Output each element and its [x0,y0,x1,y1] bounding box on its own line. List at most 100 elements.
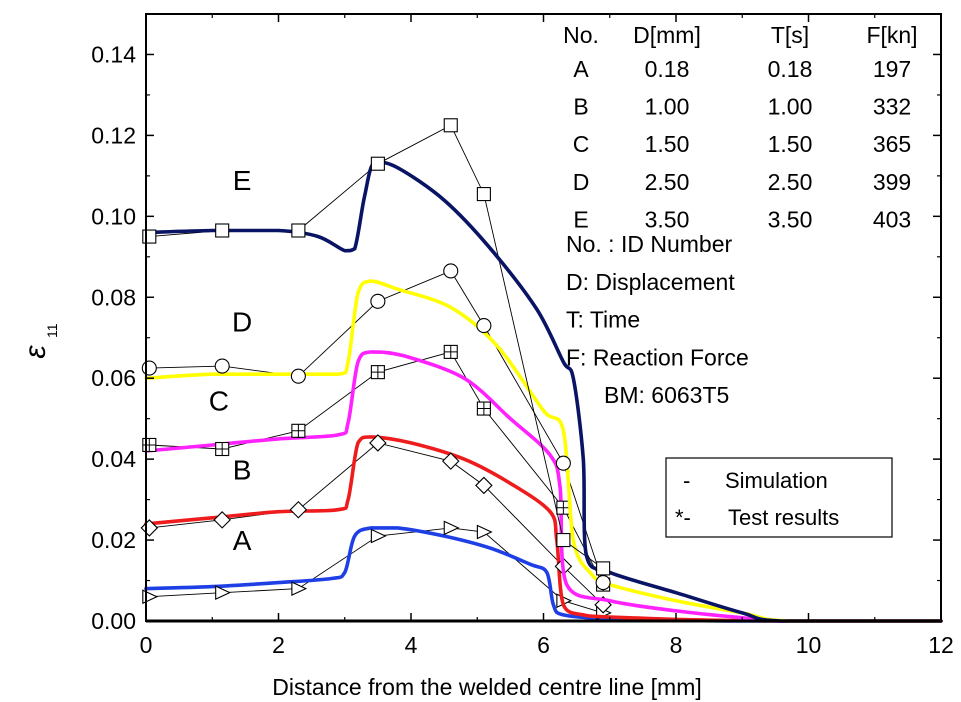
info-header-0: No. [563,22,599,48]
info-row-4-col-0: E [573,206,588,232]
test-point-a-1 [215,585,231,601]
info-row-1-col-3: 332 [873,94,911,120]
test-point-d-3 [370,293,386,309]
test-line-b [149,442,604,606]
info-note-1: D: Displacement [566,269,735,295]
test-point-a-5 [476,524,493,540]
x-tick-label-4: 8 [670,632,683,658]
test-point-c-3-cross [371,365,385,379]
test-point-c-0-cross [142,438,156,452]
axis-layer: 0 2 4 6 8 10 12 0.00 0.02 0.04 0.06 0.08 0.10 0.12 0.1… [91,14,954,658]
test-point-e-2 [291,223,306,238]
info-note-2: T: Time [566,307,640,333]
test-point-a-4 [443,520,460,536]
info-row-3-col-0: D [573,169,590,195]
x-tick-label-2: 4 [405,632,418,658]
info-note-4: BM: 6063T5 [604,382,729,408]
x-tick-label-1: 2 [272,632,285,658]
legend-label-simulation: Simulation [725,468,828,493]
legend-box [665,457,893,538]
info-note-3: F: Reaction Force [566,344,749,370]
test-point-d-7 [595,575,611,591]
x-tick-label-0: 0 [140,632,153,658]
info-header-1: D[mm] [633,22,701,48]
info-row-0-col-1: 0.18 [645,56,690,82]
series-d [141,263,943,623]
test-point-a-0 [142,589,159,605]
test-point-c-4-cross [444,345,458,359]
x-tick-label-5: 10 [796,632,822,658]
test-point-e-0 [142,229,157,244]
test-point-d-1 [214,358,230,374]
y-tick-label-6: 0.12 [91,122,136,148]
test-point-b-3 [369,434,387,452]
test-point-b-1 [213,511,231,529]
y-axis-title-subscript: 11 [44,323,60,338]
curve-label-e: E [233,165,252,196]
info-row-1-col-2: 1.00 [768,94,813,120]
test-line-d [149,270,604,583]
info-row-3-col-1: 2.50 [645,169,690,195]
test-point-e-7 [596,561,611,576]
x-tick-label-6: 12 [928,632,954,658]
curve-label-c: C [209,386,229,417]
series-layer [140,118,943,623]
legend-symbol-test: *- [675,505,691,530]
y-tick-label-3: 0.06 [91,365,136,391]
simulation-curve-e [144,159,943,623]
y-tick-label-7: 0.14 [91,41,136,67]
y-tick-label-1: 0.02 [91,527,136,553]
info-row-4-col-2: 3.50 [768,206,813,232]
info-row-2-col-1: 1.50 [645,131,690,157]
test-point-a-2 [291,581,308,596]
info-row-0-col-2: 0.18 [768,56,813,82]
info-row-2-col-0: C [573,131,590,157]
info-row-0-col-3: 197 [873,56,911,82]
info-header-2: T[s] [771,22,809,48]
y-tick-label-5: 0.10 [91,203,136,229]
test-point-c-6-cross [556,501,570,515]
info-row-4-col-3: 403 [873,206,911,232]
x-tick-label-3: 6 [537,632,550,658]
test-point-d-6 [555,455,571,471]
info-row-1-col-1: 1.00 [645,94,690,120]
simulation-curve-a [144,526,943,623]
test-line-e [149,124,604,569]
test-point-d-2 [290,368,306,384]
y-axis-title-symbol: ε [19,345,52,359]
simulation-curve-c [144,350,943,623]
test-point-a-3 [370,528,387,544]
info-row-2-col-3: 365 [873,131,911,157]
test-point-c-1-cross [215,442,229,456]
info-row-2-col-2: 1.50 [768,131,813,157]
test-point-c-5-cross [477,402,491,416]
test-point-e-1 [215,223,230,238]
info-header-3: F[kn] [866,22,917,48]
test-point-d-5 [476,318,492,334]
test-point-b-2 [289,500,308,519]
simulation-curve-d [144,279,943,623]
info-note-0: No. : ID Number [566,231,732,257]
test-point-d-4 [443,263,459,279]
legend-label-test: Test results [728,505,839,530]
series-e [142,118,943,623]
test-line-c [149,351,604,585]
test-point-b-5 [475,476,493,495]
x-axis-title: Distance from the welded centre line [mm… [272,674,702,700]
test-point-c-2-cross [291,424,305,438]
test-point-e-4 [443,118,458,133]
test-point-d-0 [141,360,157,376]
curve-labels: E D C B A [209,165,252,556]
test-point-e-6 [556,533,571,548]
info-row-0-col-0: A [573,56,589,82]
curve-label-b: B [233,454,252,485]
series-c [142,344,943,623]
curve-label-a: A [233,525,252,556]
info-row-3-col-2: 2.50 [768,169,813,195]
info-table: No. D[mm] T[s] F[kn] A 0.18 0.18 197 B 1.00 1.00 33… [563,22,917,408]
info-row-4-col-1: 3.50 [645,206,690,232]
curve-label-d: D [232,307,252,338]
y-tick-label-4: 0.08 [91,284,136,310]
y-tick-label-2: 0.04 [91,446,136,472]
info-row-3-col-3: 399 [873,169,911,195]
